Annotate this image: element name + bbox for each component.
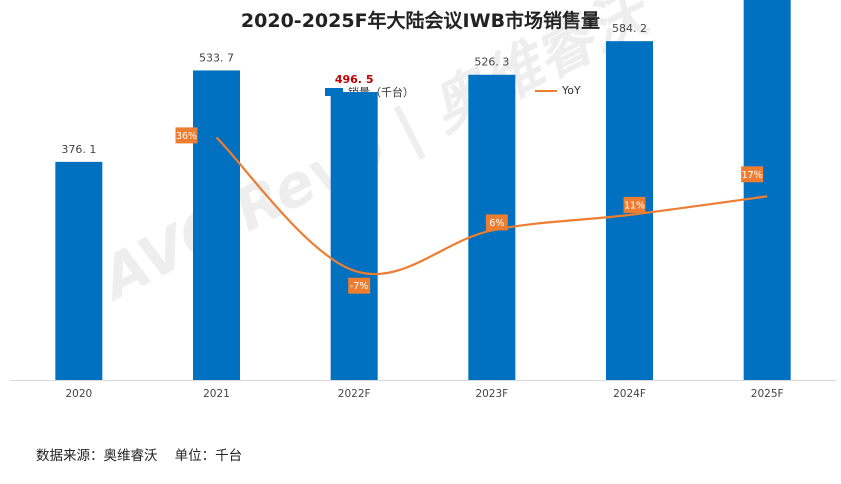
bar-label-2020: 376. 1 xyxy=(61,143,96,156)
bar-2025F xyxy=(743,0,791,380)
yoy-label-box-2021 xyxy=(175,127,198,144)
chart-title: 2020-2025F年大陆会议IWB市场销售量 xyxy=(240,10,601,32)
x-tick-2023F: 2023F xyxy=(475,388,508,400)
bar-label-2023F: 526. 3 xyxy=(474,56,509,69)
yoy-label-box-2023F xyxy=(485,214,508,231)
x-tick-2024F: 2024F xyxy=(613,388,646,400)
yoy-line xyxy=(215,136,768,276)
bar-label-2022F: 496. 5 xyxy=(335,73,374,86)
yoy-label-2023F: 6% xyxy=(489,218,504,229)
source-note: 数据来源：奥维睿沃 单位：千台 xyxy=(36,448,243,464)
legend-label-yoy: YoY xyxy=(562,84,581,97)
bar-2020 xyxy=(55,161,103,380)
yoy-label-box-2024F xyxy=(623,196,646,213)
legend-swatch-sales xyxy=(325,88,343,96)
yoy-label-box-2025F xyxy=(741,166,764,183)
x-tick-2020: 2020 xyxy=(65,388,92,400)
yoy-label-2022F: -7% xyxy=(350,281,369,292)
x-tick-2025F: 2025F xyxy=(751,388,784,400)
yoy-label-box-2022F xyxy=(348,277,371,294)
yoy-label-2025F: 17% xyxy=(742,170,763,181)
bar-2021 xyxy=(193,70,240,380)
bar-label-2021: 533. 7 xyxy=(199,51,234,64)
bar-2022F xyxy=(330,92,378,380)
x-tick-2022F: 2022F xyxy=(338,388,371,400)
legend-swatch-yoy xyxy=(535,89,557,92)
yoy-label-2024F: 11% xyxy=(624,200,645,211)
x-tick-2021: 2021 xyxy=(203,388,230,400)
yoy-label-2021: 36% xyxy=(176,131,197,142)
legend-item-yoy: YoY xyxy=(535,84,581,97)
bar-label-2024F: 584. 2 xyxy=(612,22,647,35)
